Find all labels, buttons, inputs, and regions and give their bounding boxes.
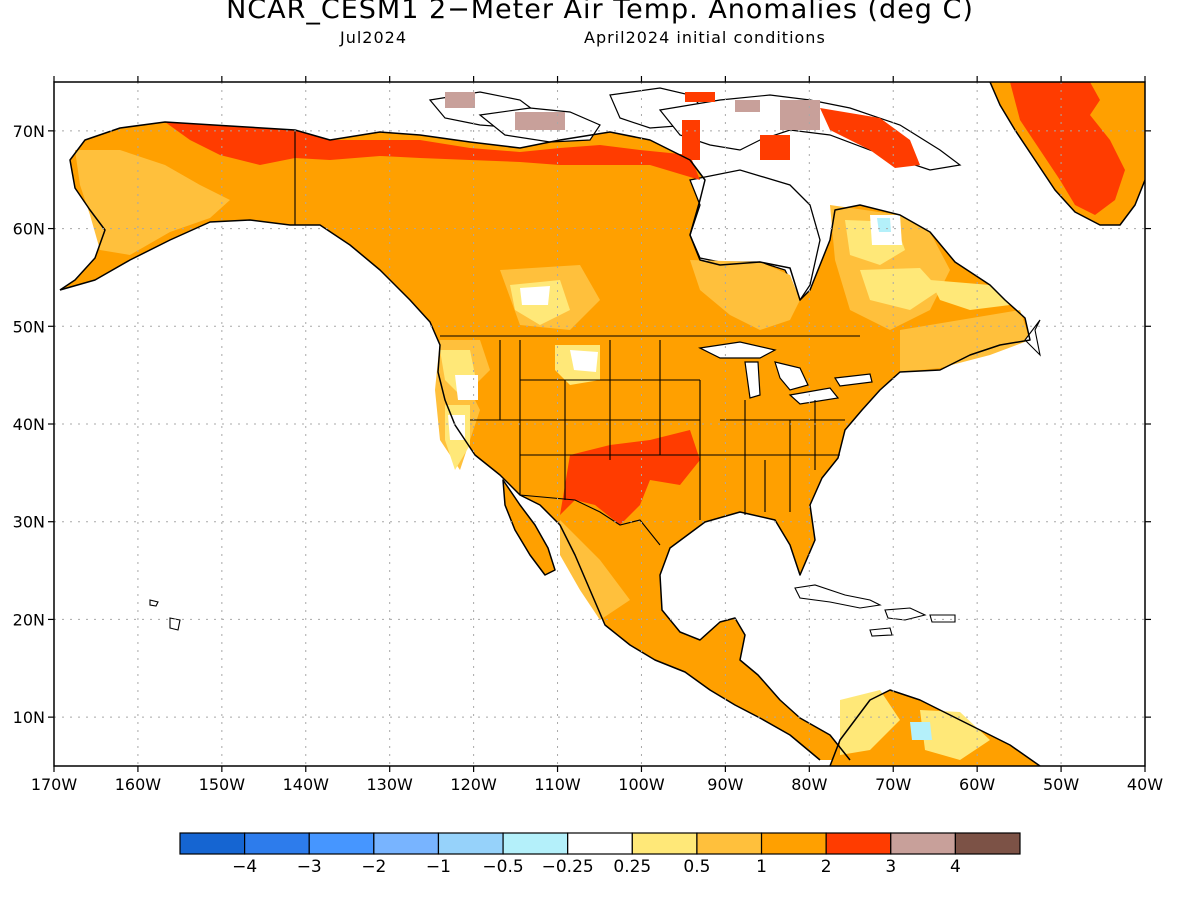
colorbar-swatch <box>502 832 569 855</box>
colorbar-label: −0.25 <box>542 857 594 877</box>
x-tick-label: 130W <box>367 775 414 794</box>
colorbar-swatch <box>760 832 827 855</box>
colorbar-label: 0.25 <box>613 857 651 877</box>
x-tick-label: 80W <box>791 775 827 794</box>
y-tick-label: 20N <box>13 610 45 629</box>
colorbar-label: −2 <box>361 857 386 877</box>
colorbar-label: −0.5 <box>482 857 523 877</box>
x-tick-label: 140W <box>283 775 330 794</box>
colorbar-swatch <box>696 832 763 855</box>
y-tick-label: 40N <box>13 415 45 434</box>
colorbar-label: −4 <box>232 857 257 877</box>
anomaly-overlays <box>75 82 1125 760</box>
map-title: NCAR_CESM1 2−Meter Air Temp. Anomalies (… <box>226 0 974 25</box>
colorbar-label: 0.5 <box>683 857 710 877</box>
colorbar-swatch <box>244 832 310 855</box>
colorbar-label: −1 <box>426 857 451 877</box>
small-islands <box>149 319 1041 637</box>
colorbar-swatch <box>631 832 698 855</box>
x-tick-label: 60W <box>959 775 995 794</box>
graticule <box>54 82 1145 766</box>
colorbar-label: 2 <box>821 857 832 877</box>
colorbar-label: −3 <box>297 857 322 877</box>
x-tick-label: 40W <box>1127 775 1163 794</box>
x-axis: 170W 160W 150W 140W 130W 120W 110W 100W 90W 80W 70… <box>31 76 1163 794</box>
colorbar-swatch <box>437 832 504 855</box>
colorbar: −4 −3 −2 −1 −0.5 −0.25 0.25 0.5 1 2 3 4 <box>179 832 1021 877</box>
x-tick-label: 120W <box>450 775 497 794</box>
x-tick-label: 170W <box>31 775 78 794</box>
initial-conditions: April2024 initial conditions <box>584 28 826 47</box>
forecast-month: Jul2024 <box>340 28 408 47</box>
great-lakes <box>698 341 873 405</box>
political-borders <box>294 130 860 546</box>
y-tick-label: 70N <box>13 122 45 141</box>
y-tick-label: 30N <box>13 513 45 532</box>
coastlines <box>59 82 1145 766</box>
y-axis: 10N 20N 30N 40N 50N 60N 70N <box>13 122 1151 727</box>
map-area <box>59 82 1145 766</box>
colorbar-swatch <box>373 832 440 855</box>
colorbar-swatch <box>179 832 246 855</box>
arctic-anomaly-patches <box>445 92 920 168</box>
colorbar-label: 4 <box>950 857 961 877</box>
colorbar-label: 3 <box>885 857 896 877</box>
x-tick-label: 100W <box>618 775 665 794</box>
x-tick-label: 50W <box>1043 775 1079 794</box>
x-tick-label: 150W <box>199 775 246 794</box>
y-tick-label: 50N <box>13 317 45 336</box>
colorbar-swatch <box>954 832 1021 855</box>
y-tick-label: 60N <box>13 220 45 239</box>
x-tick-label: 160W <box>115 775 162 794</box>
colorbar-swatch <box>890 832 956 855</box>
colorbar-swatch <box>308 832 375 855</box>
colorbar-swatch <box>825 832 892 855</box>
colorbar-swatch <box>567 832 633 855</box>
x-tick-label: 70W <box>875 775 911 794</box>
x-tick-label: 90W <box>707 775 743 794</box>
y-tick-label: 10N <box>13 708 45 727</box>
colorbar-label: 1 <box>756 857 767 877</box>
x-tick-label: 110W <box>534 775 581 794</box>
